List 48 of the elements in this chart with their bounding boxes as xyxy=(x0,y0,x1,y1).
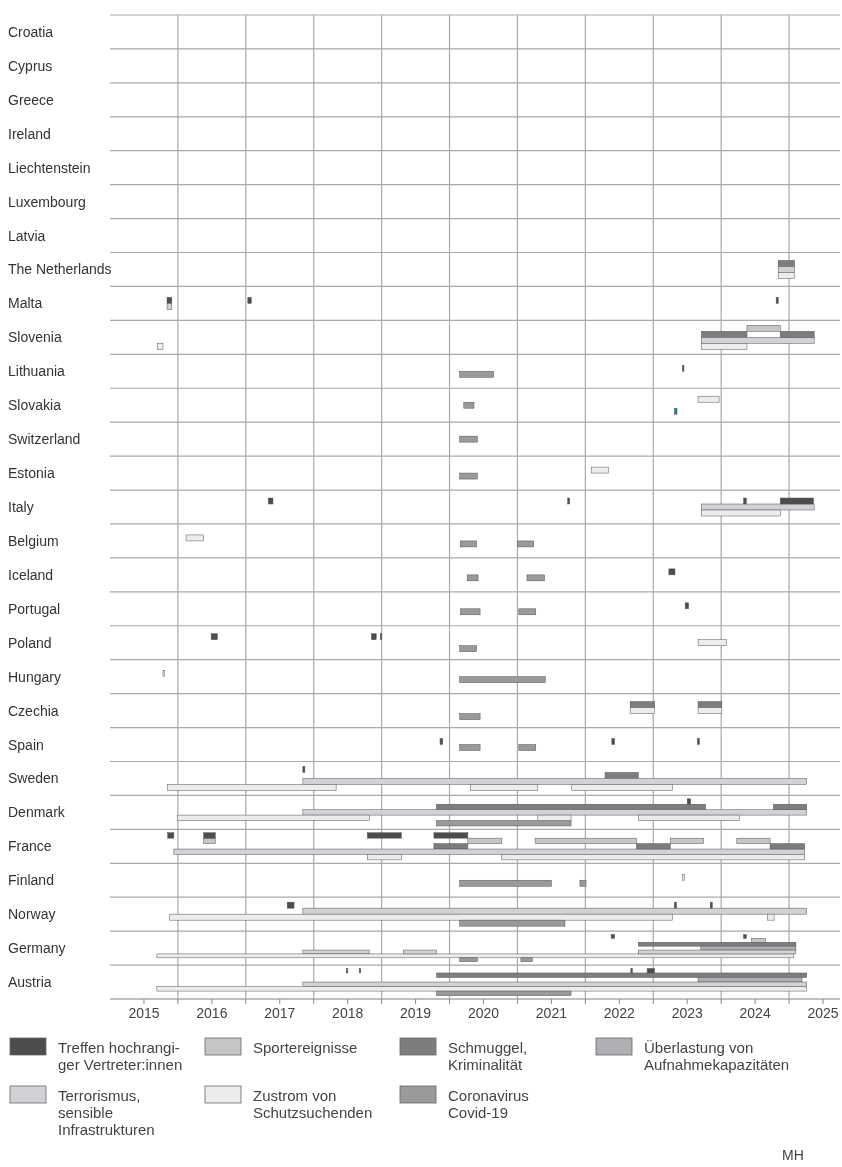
y-tick-label: Slovakia xyxy=(8,397,62,414)
x-tick-label: 2025 xyxy=(807,1005,839,1021)
legend-label: Terrorismus, sensible Infrastrukturen xyxy=(58,1086,155,1138)
y-tick-label: Lithuania xyxy=(8,363,66,380)
y-tick-label: Estonia xyxy=(8,465,55,482)
legend-label: Überlastung von Aufnahmekapazitäten xyxy=(644,1038,790,1073)
y-tick-label: Hungary xyxy=(8,668,61,685)
x-tick-label: 2024 xyxy=(739,1005,771,1021)
y-tick-label: Sweden xyxy=(8,770,59,787)
y-tick-label: Greece xyxy=(8,91,55,108)
x-tick-label: 2018 xyxy=(332,1005,364,1021)
y-tick-label: Latvia xyxy=(8,227,46,244)
x-tick-label: 2017 xyxy=(264,1005,296,1021)
x-tick-label: 2023 xyxy=(671,1005,703,1021)
x-tick-label: 2022 xyxy=(603,1005,636,1021)
y-tick-label: Spain xyxy=(8,736,44,753)
y-tick-label: Ireland xyxy=(8,125,51,142)
y-tick-label: Malta xyxy=(8,295,43,312)
y-tick-label: Slovenia xyxy=(8,329,62,346)
y-tick-label: Croatia xyxy=(8,23,54,40)
legend-label: Schmuggel, Kriminalität xyxy=(448,1038,528,1073)
y-tick-label: Italy xyxy=(8,499,34,515)
x-tick-label: 2021 xyxy=(535,1005,568,1021)
y-tick-label: Poland xyxy=(8,634,52,651)
y-tick-label: Luxembourg xyxy=(8,193,86,210)
y-tick-label: Norway xyxy=(8,906,56,923)
legend-label: Zustrom von Schutzsuchenden xyxy=(253,1086,373,1121)
x-tick-label: 2020 xyxy=(467,1005,500,1021)
x-tick-label: 2015 xyxy=(128,1005,160,1021)
y-tick-label: Portugal xyxy=(8,600,61,617)
x-tick-label: 2016 xyxy=(196,1005,228,1021)
y-tick-label: The Netherlands xyxy=(8,261,112,278)
y-tick-label: Germany xyxy=(8,940,66,957)
y-tick-label: Switzerland xyxy=(8,431,81,448)
y-tick-label: France xyxy=(8,838,52,855)
legend-label: Coronavirus Covid-19 xyxy=(448,1086,529,1121)
y-tick-label: Denmark xyxy=(8,804,66,821)
y-tick-label: Iceland xyxy=(8,566,54,583)
x-tick-label: 2019 xyxy=(400,1005,432,1021)
y-tick-label: Austria xyxy=(8,974,52,991)
y-tick-label: Cyprus xyxy=(8,57,53,74)
text: MH xyxy=(782,1147,804,1163)
legend-label: Treffen hochrangi- ger Vertreter:innen xyxy=(58,1038,183,1073)
y-tick-label: Finland xyxy=(8,872,54,889)
y-tick-label: Belgium xyxy=(8,532,59,549)
y-tick-label: Liechtenstein xyxy=(8,159,91,176)
y-tick-label: Czechia xyxy=(8,702,59,719)
legend-label: Sportereignisse xyxy=(253,1038,358,1056)
